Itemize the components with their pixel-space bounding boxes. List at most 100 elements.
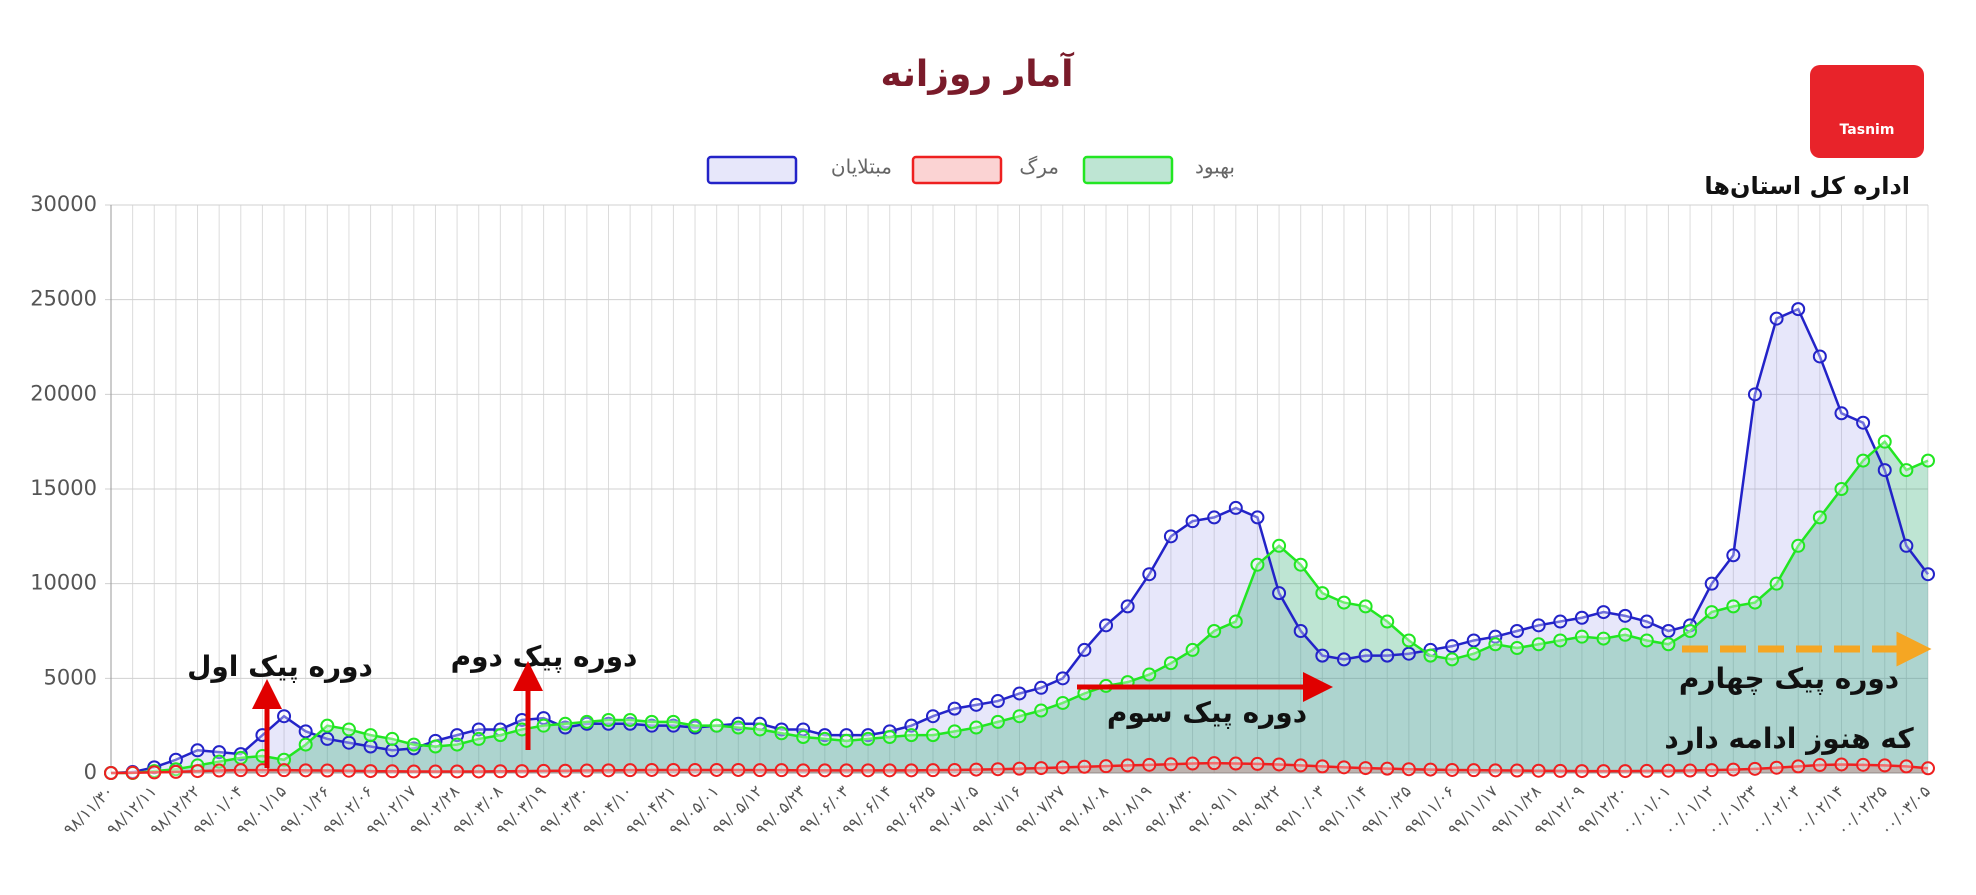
data-point	[1272, 586, 1287, 601]
data-point	[925, 763, 940, 778]
data-point	[1401, 762, 1416, 777]
data-point	[298, 763, 313, 778]
data-point	[1661, 624, 1676, 638]
data-point	[925, 728, 940, 743]
data-point	[1877, 463, 1892, 478]
series-line	[110, 761, 1929, 775]
data-point	[904, 718, 919, 733]
data-point	[1618, 764, 1633, 779]
data-point	[1055, 760, 1070, 775]
data-point	[536, 718, 551, 733]
data-point	[1466, 763, 1481, 778]
data-point	[1574, 629, 1589, 644]
data-point	[1747, 761, 1762, 776]
data-point	[1704, 763, 1719, 778]
chart-title: آمار روزانه	[881, 51, 1076, 95]
data-point	[1336, 652, 1351, 667]
data-point	[558, 716, 573, 731]
data-point	[688, 762, 703, 777]
data-point	[406, 764, 421, 779]
data-point	[601, 763, 616, 778]
data-point	[428, 739, 443, 754]
y-tick-label: 15000	[30, 476, 97, 500]
data-point	[644, 762, 659, 777]
data-point	[1315, 759, 1330, 774]
data-point	[190, 743, 205, 758]
data-point	[1358, 648, 1373, 663]
data-point	[947, 724, 962, 739]
data-point	[277, 763, 292, 778]
data-point	[1142, 667, 1157, 682]
data-point	[1769, 311, 1784, 326]
data-point	[1531, 637, 1546, 652]
series-area	[111, 441, 1928, 773]
data-point	[1012, 709, 1027, 724]
data-point	[1574, 764, 1589, 779]
data-point	[774, 763, 789, 778]
data-point	[623, 712, 638, 727]
data-point	[796, 763, 811, 778]
data-point	[1207, 510, 1222, 525]
data-point	[731, 720, 746, 735]
data-point	[1099, 618, 1114, 633]
data-point	[1769, 760, 1784, 775]
data-point	[904, 728, 919, 743]
data-point	[990, 714, 1005, 729]
data-point	[212, 763, 227, 778]
data-point	[1445, 762, 1460, 777]
data-point	[1336, 760, 1351, 775]
data-point	[428, 764, 443, 779]
data-point	[579, 714, 594, 729]
data-point	[601, 712, 616, 727]
data-point	[1553, 614, 1568, 629]
data-point	[1683, 763, 1698, 778]
data-point	[1553, 763, 1568, 778]
data-point	[1272, 538, 1287, 553]
y-tick-label: 0	[84, 760, 97, 784]
data-point	[861, 763, 876, 778]
data-point	[1272, 757, 1287, 772]
data-point	[1401, 646, 1416, 661]
data-point	[536, 763, 551, 778]
data-point	[1639, 763, 1654, 778]
data-point	[1791, 302, 1806, 317]
annotation: دوره پیک سوم	[1107, 696, 1307, 729]
data-point	[1423, 762, 1438, 777]
data-point	[1704, 576, 1719, 591]
data-point	[1877, 434, 1892, 449]
data-point	[925, 709, 940, 724]
data-point	[1423, 648, 1438, 663]
data-point	[1639, 633, 1654, 648]
data-point	[1510, 763, 1525, 778]
data-point	[1120, 599, 1135, 614]
data-point	[385, 743, 400, 758]
data-point	[298, 737, 313, 752]
data-point	[1445, 639, 1460, 654]
data-point	[1315, 586, 1330, 601]
data-point	[1336, 595, 1351, 610]
logo-caption: اداره کل استان‌ها	[1704, 172, 1910, 200]
data-point	[1358, 599, 1373, 614]
data-point	[1639, 614, 1654, 629]
data-point	[320, 763, 335, 778]
data-point	[1034, 680, 1049, 695]
data-point	[1228, 756, 1243, 771]
data-point	[1726, 548, 1741, 563]
data-point	[1250, 557, 1265, 572]
data-point	[861, 731, 876, 746]
data-point	[839, 763, 854, 778]
data-point	[147, 765, 162, 780]
data-point	[1921, 453, 1935, 468]
data-point	[1683, 624, 1698, 638]
data-point	[1293, 624, 1308, 638]
data-point	[1791, 759, 1806, 774]
data-point	[1856, 453, 1871, 468]
data-point	[1661, 763, 1676, 778]
data-point	[493, 728, 508, 743]
data-point	[731, 762, 746, 777]
data-point	[1055, 695, 1070, 710]
data-point	[1250, 510, 1265, 525]
data-point	[1466, 646, 1481, 661]
data-point	[1856, 415, 1871, 430]
data-point	[1358, 761, 1373, 776]
